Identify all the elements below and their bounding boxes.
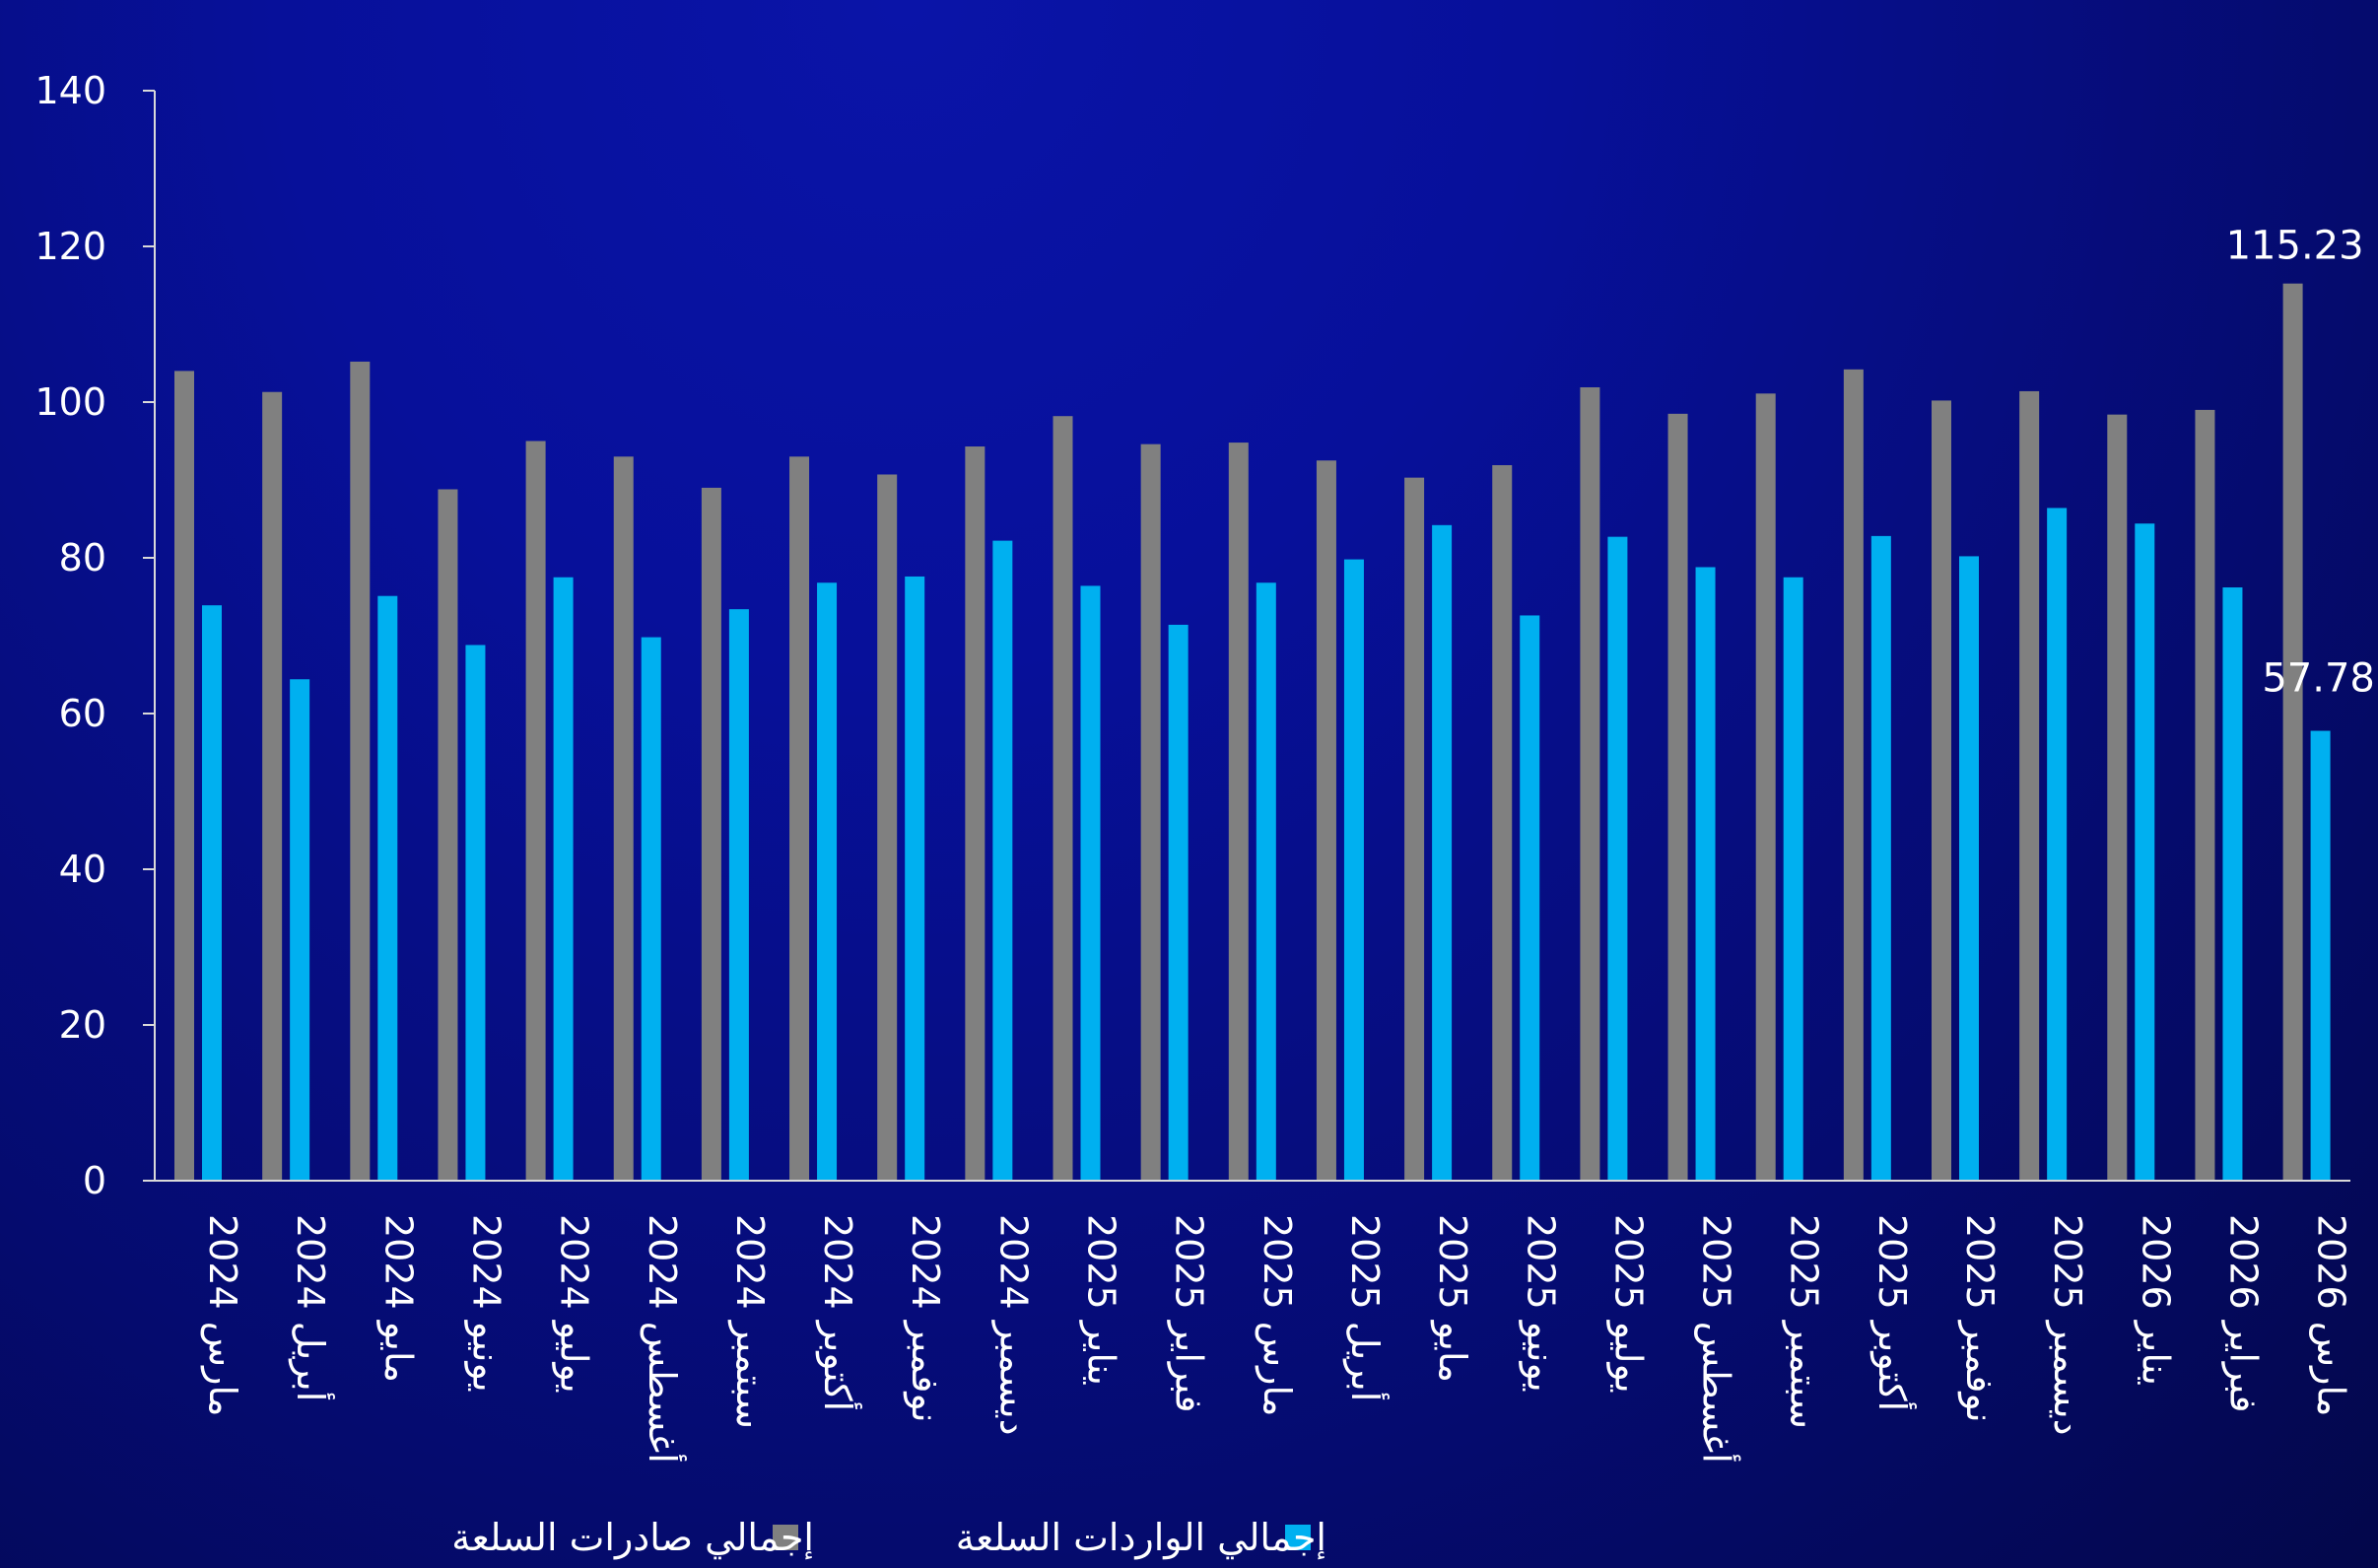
x-tick-label: أغسطس 2025 xyxy=(1695,1214,1741,1464)
bar-imports[interactable] xyxy=(465,645,486,1181)
x-tick-label: أبريل 2024 xyxy=(288,1214,335,1401)
bar-exports[interactable] xyxy=(1755,393,1776,1181)
bar-imports[interactable] xyxy=(1959,556,1979,1181)
bar-exports[interactable] xyxy=(1404,477,1425,1181)
bar-imports[interactable] xyxy=(290,679,310,1181)
legend-label-exports: إجمالي صادرات السلعة xyxy=(451,1516,814,1560)
bar-exports[interactable] xyxy=(525,441,546,1182)
bar-imports[interactable] xyxy=(1783,577,1803,1181)
bar-exports[interactable] xyxy=(174,371,194,1181)
bar-exports[interactable] xyxy=(350,361,371,1181)
bar-imports[interactable] xyxy=(2310,730,2331,1181)
bar-exports[interactable] xyxy=(789,456,810,1181)
y-axis: 0 20 40 60 80 100 120 140 xyxy=(34,69,156,1202)
bar-exports[interactable] xyxy=(2107,414,2128,1181)
legend-label-imports: إجمالي الواردات السلعة xyxy=(956,1516,1326,1560)
bar-exports[interactable] xyxy=(1140,443,1161,1181)
x-tick-label: نوفمبر 2025 xyxy=(1957,1214,2002,1423)
x-tick-label: فبراير 2025 xyxy=(1167,1214,1211,1413)
bar-exports[interactable] xyxy=(1932,400,1951,1181)
x-tick-label: مارس 2025 xyxy=(1256,1214,1299,1416)
bar-exports[interactable] xyxy=(877,474,898,1182)
x-tick-label: ديسمبر 2025 xyxy=(2045,1214,2089,1436)
bar-exports[interactable] xyxy=(613,456,634,1181)
bar-imports[interactable] xyxy=(1168,624,1189,1181)
data-label-imports: 57.78 xyxy=(2262,656,2375,702)
y-tick-label: 0 xyxy=(83,1159,106,1202)
bar-imports[interactable] xyxy=(1870,535,1891,1181)
bar-imports[interactable] xyxy=(817,582,838,1181)
bar-imports[interactable] xyxy=(2222,587,2243,1181)
x-tick-label: يونيو 2024 xyxy=(463,1214,508,1393)
x-axis: مارس 2024 أبريل 2024 مايو 2024 يونيو 2024 يو… xyxy=(155,1180,2353,1464)
bar-imports[interactable] xyxy=(553,577,574,1181)
bar-exports[interactable] xyxy=(1228,443,1249,1182)
bar-exports[interactable] xyxy=(438,489,458,1182)
bar-exports[interactable] xyxy=(1053,416,1073,1182)
x-tick-label: سبتمبر 2024 xyxy=(727,1214,772,1429)
bar-imports[interactable] xyxy=(2047,508,2068,1181)
y-tick-label: 140 xyxy=(34,69,106,112)
bar-imports[interactable] xyxy=(1695,567,1716,1181)
bar-imports[interactable] xyxy=(1520,615,1540,1181)
x-tick-label: أبريل 2025 xyxy=(1342,1214,1390,1401)
data-labels: 115.23 57.78 xyxy=(2226,224,2375,702)
bar-imports[interactable] xyxy=(1343,559,1364,1181)
legend: إجمالي الواردات السلعة إجمالي صادرات الس… xyxy=(451,1516,1326,1560)
bar-imports[interactable] xyxy=(377,595,398,1181)
bar-exports[interactable] xyxy=(2282,283,2303,1182)
y-tick-label: 20 xyxy=(59,1003,106,1047)
data-label-exports: 115.23 xyxy=(2226,224,2364,269)
bar-exports[interactable] xyxy=(2195,409,2215,1181)
x-tick-label: يناير 2026 xyxy=(2133,1214,2177,1386)
bar-imports[interactable] xyxy=(905,576,925,1181)
x-tick-label: أغسطس 2024 xyxy=(641,1214,687,1464)
x-tick-label: سبتمبر 2025 xyxy=(1782,1214,1826,1429)
x-tick-label: نوفمبر 2024 xyxy=(903,1214,947,1423)
bar-exports[interactable] xyxy=(1580,386,1600,1181)
bar-imports[interactable] xyxy=(2135,523,2155,1181)
x-tick-label: يناير 2025 xyxy=(1079,1214,1123,1386)
x-tick-label: يوليو 2025 xyxy=(1605,1214,1650,1394)
bar-exports[interactable] xyxy=(965,446,985,1181)
legend-swatch-exports xyxy=(773,1525,798,1550)
bar-imports[interactable] xyxy=(992,540,1013,1181)
bar-exports[interactable] xyxy=(701,487,721,1181)
x-tick-label: مارس 2024 xyxy=(201,1214,244,1416)
bar-imports[interactable] xyxy=(1607,536,1628,1181)
x-tick-label: يوليو 2024 xyxy=(552,1214,596,1394)
x-tick-label: ديسمبر 2024 xyxy=(990,1214,1035,1436)
y-tick-label: 60 xyxy=(59,692,106,735)
legend-item-exports[interactable]: إجمالي صادرات السلعة xyxy=(451,1516,814,1560)
legend-item-imports[interactable]: إجمالي الواردات السلعة xyxy=(956,1516,1326,1560)
bar-exports[interactable] xyxy=(1667,413,1688,1182)
bar-exports[interactable] xyxy=(262,391,283,1182)
bar-imports[interactable] xyxy=(1080,585,1101,1181)
x-tick-label: فبراير 2026 xyxy=(2220,1214,2265,1413)
bar-exports[interactable] xyxy=(1316,460,1336,1181)
bars xyxy=(174,283,2331,1182)
bar-imports[interactable] xyxy=(202,605,222,1181)
legend-swatch-imports xyxy=(1285,1525,1311,1550)
bar-imports[interactable] xyxy=(1432,524,1453,1181)
bar-exports[interactable] xyxy=(2019,390,2040,1181)
y-tick-label: 120 xyxy=(34,225,106,268)
y-tick-label: 40 xyxy=(59,848,106,891)
bar-imports[interactable] xyxy=(1256,582,1276,1181)
bar-imports[interactable] xyxy=(641,637,661,1181)
y-tick-label: 100 xyxy=(34,380,106,424)
bar-exports[interactable] xyxy=(1843,369,1864,1181)
x-tick-label: مارس 2026 xyxy=(2310,1214,2353,1416)
bar-exports[interactable] xyxy=(1492,464,1513,1181)
x-tick-label: يونيو 2025 xyxy=(1518,1214,1562,1393)
x-tick-label: مايو 2025 xyxy=(1430,1214,1474,1383)
bar-imports[interactable] xyxy=(728,609,749,1181)
x-tick-label: أكتوبر 2025 xyxy=(1869,1214,1917,1411)
y-tick-label: 80 xyxy=(59,536,106,579)
x-tick-label: مايو 2024 xyxy=(375,1214,420,1383)
x-tick-label: أكتوبر 2024 xyxy=(815,1214,862,1411)
